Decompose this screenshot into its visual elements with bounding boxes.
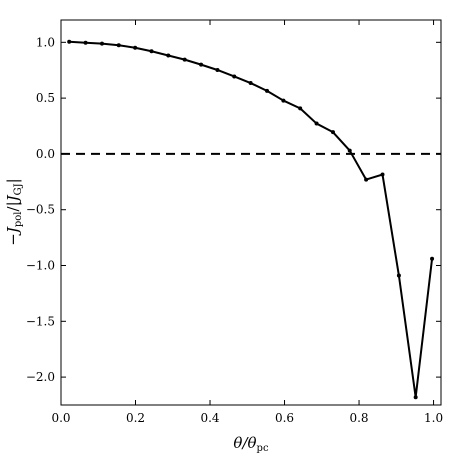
data-point <box>265 88 270 93</box>
y-axis-label: −Jpol/|JGJ| <box>4 178 24 245</box>
x-tick-label: 1.0 <box>424 411 443 425</box>
data-point <box>380 172 385 177</box>
plot-area <box>60 19 442 406</box>
data-point <box>99 41 104 46</box>
data-point <box>330 130 335 135</box>
data-point <box>149 49 154 54</box>
data-point <box>364 177 369 182</box>
data-point <box>413 395 418 400</box>
data-point <box>396 273 401 278</box>
x-axis-label: θ/θpc <box>233 434 269 454</box>
data-point <box>281 98 286 103</box>
data-point <box>133 45 138 50</box>
data-point <box>166 53 171 58</box>
data-point <box>182 57 187 62</box>
data-point <box>314 121 319 126</box>
axis-ticks: 0.0 0.2 0.4 0.6 0.8 1.0 1.0 0.5 0.0 −0.5 −1.0 −1.5 −… <box>26 20 443 425</box>
series-line <box>69 40 434 399</box>
data-point <box>232 74 237 79</box>
data-point <box>215 67 220 72</box>
data-point <box>67 39 72 44</box>
data-point <box>83 40 88 45</box>
y-tick-label: −1.5 <box>26 314 55 328</box>
y-tick-label: 1.0 <box>36 35 55 49</box>
data-point <box>248 81 253 86</box>
x-tick-label: 0.0 <box>51 411 70 425</box>
data-point <box>298 106 303 111</box>
data-point <box>347 148 352 153</box>
x-tick-label: 0.8 <box>349 411 368 425</box>
y-tick-label: −1.0 <box>26 259 55 273</box>
data-point <box>430 256 435 261</box>
x-tick-label: 0.6 <box>275 411 294 425</box>
data-point <box>116 43 121 48</box>
y-tick-label: 0.5 <box>36 91 55 105</box>
y-tick-label: 0.0 <box>36 147 55 161</box>
x-tick-label: 0.4 <box>200 411 219 425</box>
data-point <box>199 62 204 67</box>
series-group <box>67 39 435 400</box>
x-tick-label: 0.2 <box>126 411 145 425</box>
y-tick-label: −2.0 <box>26 370 55 384</box>
y-tick-label: −0.5 <box>26 203 55 217</box>
